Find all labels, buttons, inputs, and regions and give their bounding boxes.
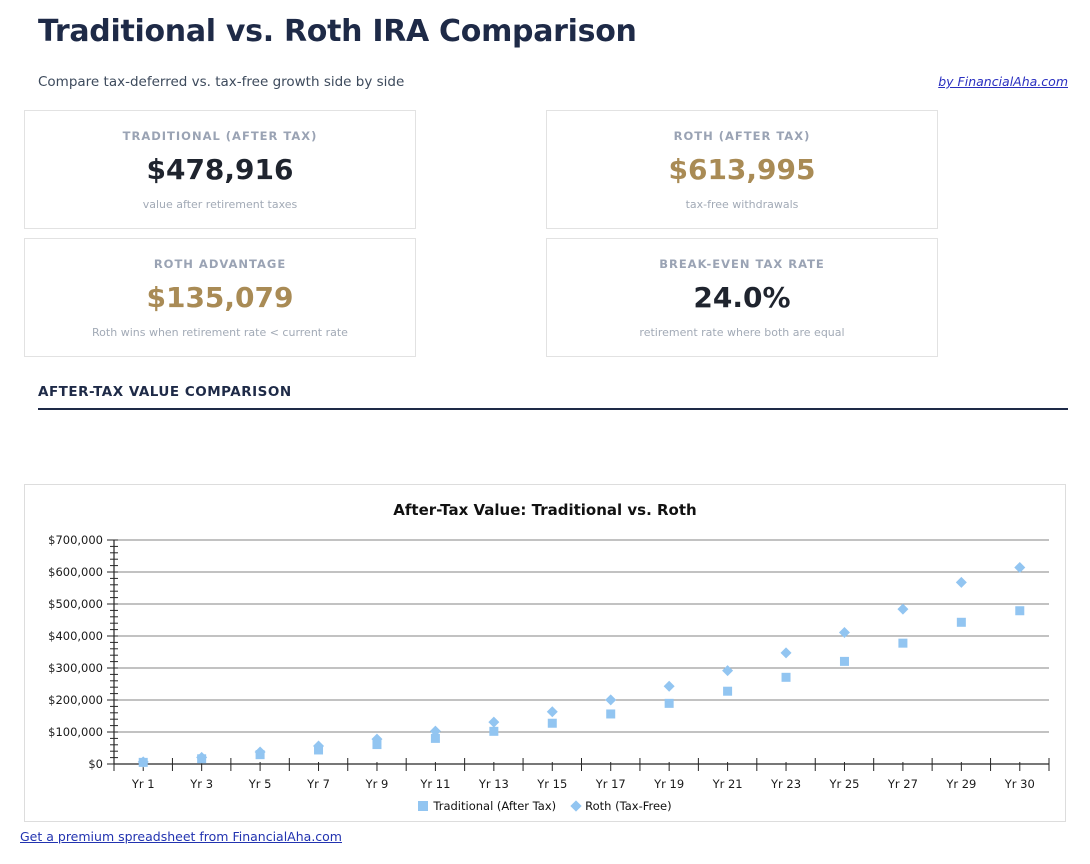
data-point-roth	[313, 740, 325, 752]
stat-card-break-even: BREAK-EVEN TAX RATE 24.0% retirement rat…	[546, 238, 938, 357]
data-point-traditional	[430, 733, 440, 743]
stat-desc: tax-free withdrawals	[685, 197, 799, 211]
x-tick-label: Yr 7	[306, 777, 330, 791]
legend-label: Roth (Tax-Free)	[585, 799, 672, 813]
y-tick-label: $500,000	[48, 597, 103, 611]
chart-card: After-Tax Value: Traditional vs. Roth $0…	[24, 484, 1066, 822]
x-tick-label: Yr 13	[478, 777, 509, 791]
data-point-traditional	[956, 617, 966, 627]
x-tick-label: Yr 15	[536, 777, 567, 791]
stat-label: TRADITIONAL (AFTER TAX)	[122, 128, 318, 143]
data-point-traditional	[723, 686, 733, 696]
stat-value: $613,995	[668, 152, 816, 186]
data-point-traditional	[839, 656, 849, 666]
legend-item: Roth (Tax-Free)	[570, 799, 672, 813]
section-heading: AFTER-TAX VALUE COMPARISON	[38, 384, 292, 400]
data-point-roth	[897, 603, 909, 615]
stat-label: BREAK-EVEN TAX RATE	[659, 256, 825, 271]
data-point-roth	[254, 746, 266, 758]
data-point-roth	[605, 694, 617, 706]
stat-card-traditional: TRADITIONAL (AFTER TAX) $478,916 value a…	[24, 110, 416, 229]
data-point-roth	[546, 706, 558, 718]
x-tick-label: Yr 3	[189, 777, 213, 791]
x-tick-label: Yr 17	[595, 777, 626, 791]
x-tick-label: Yr 1	[131, 777, 155, 791]
stat-value: $478,916	[146, 152, 294, 186]
data-point-roth	[196, 751, 208, 763]
data-point-roth	[137, 756, 149, 768]
stat-desc: Roth wins when retirement rate < current…	[92, 325, 348, 339]
x-tick-label: Yr 23	[770, 777, 801, 791]
data-point-roth	[663, 680, 675, 692]
y-tick-label: $0	[88, 757, 103, 771]
data-point-roth	[488, 716, 500, 728]
stat-value: 24.0%	[693, 280, 791, 314]
page-title: Traditional vs. Roth IRA Comparison	[38, 14, 637, 49]
y-tick-label: $100,000	[48, 725, 103, 739]
y-tick-label: $700,000	[48, 533, 103, 547]
data-point-roth	[838, 626, 850, 638]
x-tick-label: Yr 29	[945, 777, 976, 791]
y-tick-label: $600,000	[48, 565, 103, 579]
x-tick-label: Yr 11	[419, 777, 450, 791]
square-marker-icon	[418, 801, 429, 811]
data-point-roth	[780, 647, 792, 659]
legend-item: Traditional (After Tax)	[418, 799, 556, 813]
data-point-traditional	[606, 709, 616, 719]
byline-link[interactable]: by FinancialAha.com	[938, 74, 1068, 89]
stat-card-roth-advantage: ROTH ADVANTAGE $135,079 Roth wins when r…	[24, 238, 416, 357]
chart-title: After-Tax Value: Traditional vs. Roth	[393, 501, 697, 519]
data-point-traditional	[898, 638, 908, 648]
data-point-roth	[722, 665, 734, 677]
x-tick-label: Yr 27	[887, 777, 918, 791]
stat-value: $135,079	[146, 280, 294, 314]
subtitle-row: Compare tax-deferred vs. tax-free growth…	[38, 74, 1068, 90]
chart-legend: Traditional (After Tax) Roth (Tax-Free)	[25, 799, 1065, 813]
data-point-roth	[1014, 562, 1026, 574]
footer-link[interactable]: Get a premium spreadsheet from Financial…	[20, 829, 342, 844]
data-point-traditional	[1015, 606, 1025, 616]
page-subtitle: Compare tax-deferred vs. tax-free growth…	[38, 74, 405, 90]
x-tick-label: Yr 19	[653, 777, 684, 791]
x-tick-label: Yr 21	[712, 777, 743, 791]
x-tick-label: Yr 9	[365, 777, 389, 791]
section-divider	[38, 408, 1068, 410]
data-point-traditional	[489, 726, 499, 736]
x-tick-label: Yr 25	[828, 777, 859, 791]
stat-label: ROTH ADVANTAGE	[153, 256, 287, 271]
data-point-traditional	[664, 698, 674, 708]
y-tick-label: $400,000	[48, 629, 103, 643]
x-tick-label: Yr 30	[1004, 777, 1035, 791]
scatter-plot: $0 $100,000 $200,000 $300,000 $400,000 $500,0…	[48, 533, 1050, 791]
stat-label: ROTH (AFTER TAX)	[673, 128, 811, 143]
data-point-traditional	[547, 718, 557, 728]
stat-cards: TRADITIONAL (AFTER TAX) $478,916 value a…	[24, 110, 938, 357]
diamond-marker-icon	[570, 800, 582, 812]
legend-label: Traditional (After Tax)	[433, 799, 557, 813]
x-tick-label: Yr 5	[248, 777, 272, 791]
stat-desc: retirement rate where both are equal	[639, 325, 845, 339]
stat-card-roth: ROTH (AFTER TAX) $613,995 tax-free withd…	[546, 110, 938, 229]
y-tick-label: $300,000	[48, 661, 103, 675]
data-point-roth	[955, 576, 967, 588]
data-point-traditional	[781, 672, 791, 682]
stat-desc: value after retirement taxes	[142, 197, 298, 211]
data-point-roth	[371, 733, 383, 745]
y-tick-label: $200,000	[48, 693, 103, 707]
data-point-roth	[429, 725, 441, 737]
